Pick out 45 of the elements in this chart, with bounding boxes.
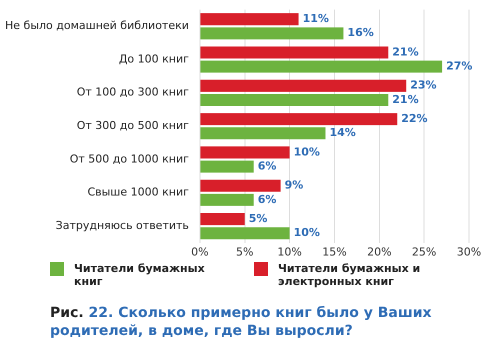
- y-tick-label: Затрудняюсь ответить: [56, 219, 189, 232]
- y-tick-label: Свыше 1000 книг: [87, 186, 190, 199]
- data-label: 9%: [284, 178, 304, 192]
- x-tick-label: 30%: [456, 245, 482, 258]
- x-tick-label: 20%: [367, 245, 392, 258]
- y-tick-label: От 100 до 300 книг: [76, 86, 190, 99]
- bar: [200, 160, 254, 173]
- y-tick-label: До 100 книг: [118, 52, 190, 66]
- y-tick-label: Не было домашней библиотеки: [4, 19, 189, 32]
- x-tick-label: 5%: [236, 245, 254, 258]
- bar: [200, 46, 388, 59]
- x-tick-label: 0%: [191, 245, 209, 258]
- data-label: 6%: [258, 159, 276, 172]
- bar: [200, 80, 406, 92]
- data-label: 22%: [401, 112, 428, 125]
- bar: [200, 194, 254, 206]
- bar: [200, 180, 281, 192]
- bar: [200, 13, 299, 26]
- x-tick-label: 10%: [277, 245, 302, 258]
- bar: [200, 146, 290, 158]
- bar: [200, 113, 398, 126]
- text: Рис. 22. Сколько примерно книг было у Ваших родителей, в доме, где Вы выросли?: [49, 304, 433, 340]
- x-tick-label: 15%: [322, 245, 347, 258]
- data-label: 6%: [258, 192, 276, 206]
- y-tick-label: От 500 до 1000 книг: [70, 152, 190, 166]
- data-label: 10%: [294, 145, 320, 158]
- bar: [200, 94, 388, 106]
- bar: [200, 127, 326, 140]
- x-tick-label: 25%: [412, 245, 436, 258]
- data-label: 11%: [302, 12, 329, 26]
- bar: [200, 60, 442, 73]
- data-label: 16%: [347, 26, 374, 40]
- data-label: 21%: [392, 92, 419, 106]
- data-label: 14%: [329, 126, 356, 140]
- data-label: 27%: [446, 60, 472, 73]
- data-label: 5%: [248, 212, 268, 225]
- legend-label: Читатели бумажных и электронных книг: [278, 262, 422, 288]
- y-tick-label: От 300 до 500 книг: [76, 119, 190, 132]
- bar: [200, 213, 245, 226]
- bar: [200, 227, 290, 240]
- data-label: 21%: [392, 45, 419, 58]
- data-label: 23%: [410, 78, 437, 92]
- data-label: 10%: [294, 226, 320, 240]
- legend-label: Читатели бумажных книг: [74, 262, 206, 288]
- bar: [200, 27, 344, 40]
